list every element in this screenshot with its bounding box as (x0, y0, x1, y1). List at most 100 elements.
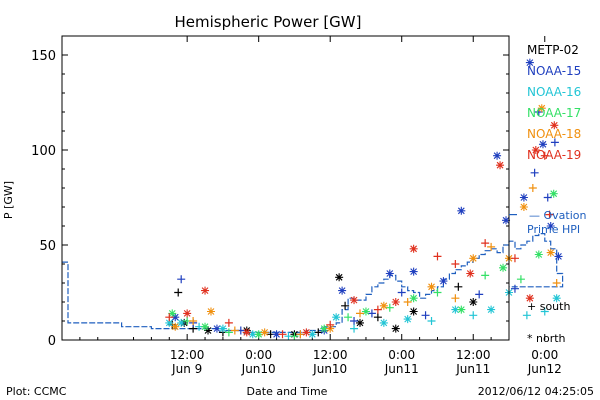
data-point-south (454, 282, 463, 291)
data-point-north (457, 305, 466, 314)
legend-entry-noaa-19: NOAA-19 (527, 148, 581, 162)
data-point-south (290, 332, 299, 341)
data-point-north (469, 254, 478, 263)
data-point-north (534, 250, 543, 259)
data-point-north (260, 328, 269, 337)
data-point-north (409, 294, 418, 303)
data-point-south (278, 330, 287, 339)
data-point-south (344, 313, 353, 322)
data-point-south (373, 305, 382, 314)
data-point-north (177, 318, 186, 327)
data-point-north (308, 330, 317, 339)
data-point-north (272, 330, 281, 339)
data-point-north (201, 322, 210, 331)
data-point-north (207, 307, 215, 316)
data-point-south (528, 184, 537, 192)
x-tick-label-date: Jun 9 (171, 362, 202, 376)
data-point-north (218, 324, 227, 333)
data-point-north (201, 286, 210, 295)
data-point-north (385, 269, 394, 278)
data-point-north (525, 294, 534, 303)
data-point-south (165, 313, 174, 322)
y-tick-label: 50 (39, 239, 56, 254)
x-tick-label-date: Jun11 (384, 362, 419, 376)
data-point-north (552, 294, 561, 303)
data-point-north (409, 267, 418, 276)
data-point-north (550, 121, 559, 130)
data-point-north (165, 318, 174, 327)
data-point-north (537, 104, 546, 113)
plot-frame (61, 35, 510, 341)
data-point-north (332, 313, 341, 322)
x-axis-label: Date and Time (247, 385, 328, 398)
data-point-north (168, 309, 177, 318)
data-point-north (549, 189, 558, 198)
data-point-north (335, 273, 344, 282)
x-tick-label-date: Jun12 (527, 362, 562, 376)
data-point-north (183, 309, 192, 318)
data-point-south (174, 288, 183, 297)
data-point-south (189, 317, 198, 325)
data-point-south (350, 317, 359, 325)
x-tick-label-date: Jun10 (312, 362, 347, 376)
legend-entry-metp-02: METP-02 (527, 43, 579, 57)
data-point-south (510, 284, 519, 293)
ovation-legend-line1: — Ovation (529, 209, 587, 222)
data-point-north (391, 298, 400, 306)
data-point-north (302, 328, 311, 337)
data-point-south (350, 324, 359, 333)
chart-title: Hemispheric Power [GW] (175, 13, 362, 31)
data-point-north (546, 248, 555, 257)
data-point-north (320, 324, 329, 333)
data-point-north (338, 286, 347, 295)
data-point-south (540, 307, 549, 316)
data-point-south (230, 326, 239, 335)
data-point-south (326, 320, 335, 329)
data-point-north (496, 161, 505, 170)
data-point-south (296, 330, 305, 339)
north-legend: * north (527, 332, 566, 345)
data-point-south (224, 318, 233, 327)
data-point-south (433, 252, 442, 261)
data-point-south (543, 193, 552, 202)
data-point-south (510, 254, 519, 263)
y-tick-label: 100 (31, 144, 56, 159)
legend: METP-02 NOAA-15 NOAA-16 NOAA-17 NOAA-18 NOAA-… (509, 43, 581, 216)
data-point-north (409, 307, 418, 316)
data-point-north (204, 326, 213, 335)
data-point-north (546, 222, 555, 230)
data-point-north (361, 307, 370, 316)
data-point-south (427, 317, 436, 325)
data-point-south (475, 290, 484, 299)
data-point-north (379, 301, 388, 310)
data-point-north (248, 330, 257, 339)
data-point-north (403, 315, 412, 324)
data-point-south (550, 138, 559, 147)
x-tick-label-time: 12:00 (456, 348, 491, 362)
data-point-north (212, 324, 221, 333)
data-point-north (502, 216, 511, 225)
data-point-south (540, 151, 549, 160)
data-point-south (530, 168, 539, 177)
x-tick-label-time: 0:00 (531, 348, 558, 362)
data-point-south (481, 239, 490, 248)
data-point-north (519, 203, 528, 211)
x-tick-label-time: 0:00 (245, 348, 272, 362)
x-tick-label-time: 0:00 (388, 348, 415, 362)
data-point-north (499, 263, 508, 272)
data-point-south (469, 311, 478, 320)
data-point-south (433, 288, 442, 297)
data-point-north (525, 58, 534, 67)
x-tick-label-time: 12:00 (170, 348, 205, 362)
data-point-north (356, 318, 364, 327)
y-axis-label: P [GW] (2, 181, 15, 219)
data-point-north (409, 244, 418, 253)
data-point-north (487, 305, 496, 314)
data-point-north (379, 318, 388, 327)
data-point-south (451, 294, 460, 303)
data-point-south (397, 288, 406, 297)
ovation-legend-line2: Prime HPI (527, 223, 580, 236)
data-point-north (554, 252, 563, 261)
data-point-north (466, 269, 475, 278)
legend-entry-noaa-17: NOAA-17 (527, 106, 581, 120)
